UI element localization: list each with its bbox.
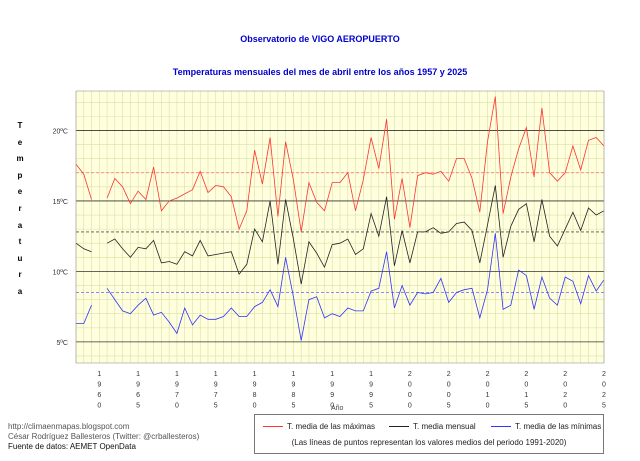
legend-label-max: T. media de las máximas [287,422,376,431]
y-axis-title-letter: T [17,121,23,130]
y-axis-title-letter: m [16,154,24,164]
plot-frame [75,90,605,364]
y-tick-label: 20ºC [53,128,68,135]
x-axis-title: Año [331,405,344,412]
legend-swatch-max [263,426,283,427]
credit-source: Fuente de datos: AEMET OpenData [8,442,136,451]
grid [75,91,605,363]
series-line [75,164,92,200]
y-tick-label: 10ºC [53,269,68,276]
series-line [106,185,605,285]
chart-subtitle: Temperaturas mensuales del mes de abril … [172,67,468,77]
credit-blog: http://climaenmapas.blogspot.com [8,422,130,431]
y-axis-title-letter: u [17,253,23,263]
y-tick-label: 15ºC [53,199,68,206]
series-line [76,305,92,324]
y-axis-title-letter: t [18,237,22,247]
series-line [106,233,605,341]
y-axis-title-letter: a [17,220,23,230]
credit-author: César Rodríguez Ballesteros (Twitter: @c… [8,432,200,441]
legend-swatch-min [491,426,511,427]
y-axis-title-letter: e [17,187,23,197]
legend: T. media de las máximas T. media mensual… [254,414,604,454]
legend-label-min: T. media de las mínimas [515,422,602,431]
y-axis-title-letter: a [17,287,23,296]
legend-label-mean: T. media mensual [413,422,476,431]
axes: 5ºC 10ºC 15ºC 20ºC 1 9 6 0 1 9 6 5 1 9 7 0 1 9 7 5 1 9 8 0 1 9 8 5 1… [53,90,606,410]
reference-lines [76,172,604,293]
y-axis-title-letter: r [18,204,22,213]
series-line [75,242,92,253]
y-axis-title-letter: e [17,137,23,147]
legend-note: (Las líneas de puntos representan los va… [291,438,567,447]
chart-title: Observatorio de VIGO AEROPUERTO [240,34,400,44]
y-axis-title-letter: p [17,170,23,180]
legend-swatch-mean [389,426,409,427]
series-layer [75,96,605,341]
y-axis-title-letter: r [18,270,22,280]
series-line [106,96,605,232]
y-tick-label: 5ºC [56,340,68,347]
